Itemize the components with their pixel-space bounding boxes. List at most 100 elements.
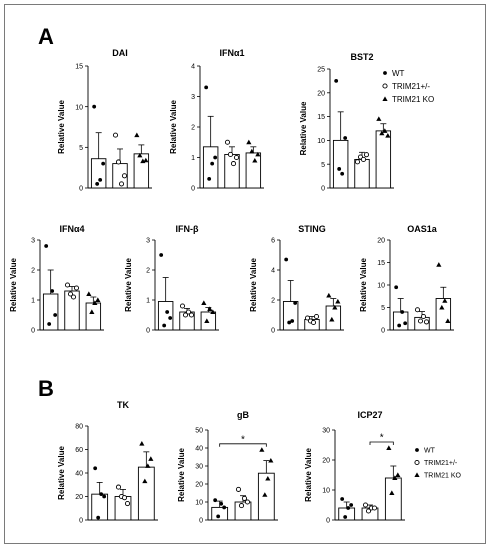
legend-ko-label: TRIM21 KO [424,473,462,480]
data-point [67,291,74,297]
data-point [210,161,215,166]
data-point [293,301,298,305]
data-point [376,116,382,121]
y-axis-label: Relative Value [57,446,66,500]
data-point [395,472,401,477]
data-point [204,85,209,90]
chart-1: IFNα1 0 1 2 3 4 Relative Value [169,48,264,193]
data-point [268,458,274,463]
data-point [115,484,122,490]
chart-5: STING 0 2 4 6 Relative Value [249,224,344,335]
bar [392,311,409,331]
y-axis-label: Relative Value [169,100,178,154]
data-point [394,285,399,290]
y-tick-label: 2 [271,298,275,305]
figure-frame [4,4,486,544]
data-point [44,244,49,248]
data-point [439,304,445,310]
data-point [53,313,58,317]
data-point [222,505,227,510]
data-point [137,152,143,158]
y-axis-label: Relative Value [299,101,308,155]
bar [384,477,402,521]
data-point [340,171,345,176]
chart-8: gB 0 10 20 30 40 50 Relative Value * [177,410,278,525]
y-axis-label: Relative Value [304,448,313,502]
data-point [95,182,100,186]
y-tick-label: 25 [317,67,325,74]
data-point [287,320,292,325]
data-point [337,167,342,171]
data-point [400,310,405,314]
data-point [159,253,164,257]
data-point [96,515,101,520]
y-tick-label: 4 [271,268,275,275]
y-axis-label: Relative Value [57,100,66,154]
data-point [363,152,370,158]
y-tick-label: 10 [195,500,203,507]
significance-bracket [369,441,394,445]
data-point [124,500,131,507]
significance-star: * [380,433,384,444]
bar [200,311,217,331]
data-point [252,157,258,163]
y-tick-label: 0 [321,186,325,193]
chart-title: gB [237,410,249,420]
data-point [340,497,345,501]
panel-label-a: A [38,24,54,49]
chart-7: TK 0 20 40 60 80 Relative Value [57,400,158,525]
y-tick-label: 20 [75,494,83,501]
data-point [335,298,341,304]
data-point [417,318,424,324]
data-point [213,498,218,503]
data-point [244,499,251,505]
data-point [259,447,265,452]
bar [435,298,452,331]
y-tick-label: 5 [79,145,83,152]
data-point [207,306,213,311]
data-point [284,257,289,262]
data-point [134,132,140,138]
data-point [47,322,52,326]
bar [332,139,349,189]
bar [202,146,219,189]
bar [245,152,262,189]
legend-het-marker [382,83,388,89]
y-axis-label: Relative Value [124,258,133,312]
chart-title: BST2 [350,52,373,62]
legend-het-label: TRIM21+/- [392,82,430,91]
y-tick-label: 0 [381,328,385,335]
data-point [233,154,240,161]
data-point [93,466,98,471]
data-point [343,136,348,140]
chart-3: IFNα4 0 1 2 3 Relative Value [9,224,104,335]
legend-ko-marker [414,472,420,477]
data-point [219,501,224,506]
y-tick-label: 20 [377,238,385,245]
legend-wt-label: WT [424,448,436,455]
bar [85,302,102,331]
data-point [216,514,221,519]
data-point [349,503,354,507]
data-point [112,132,119,138]
data-point [235,486,242,492]
legend-ko-marker [382,96,388,101]
data-point [121,495,128,501]
data-point [310,319,317,326]
y-tick-label: 5 [321,162,325,169]
data-point [386,445,392,450]
y-tick-label: 15 [377,260,385,267]
data-point [89,309,95,314]
chart-title: OAS1a [407,224,438,234]
y-axis-label: Relative Value [249,258,258,312]
y-tick-label: 0 [326,518,330,525]
data-point [334,79,339,83]
data-point [436,262,442,267]
chart-9: ICP27 0 10 20 30 Relative Value * [304,410,405,525]
bar [338,507,356,521]
legend-wt-marker [383,71,387,75]
data-point [304,315,311,321]
data-point [423,319,430,325]
y-tick-label: 2 [31,268,35,275]
